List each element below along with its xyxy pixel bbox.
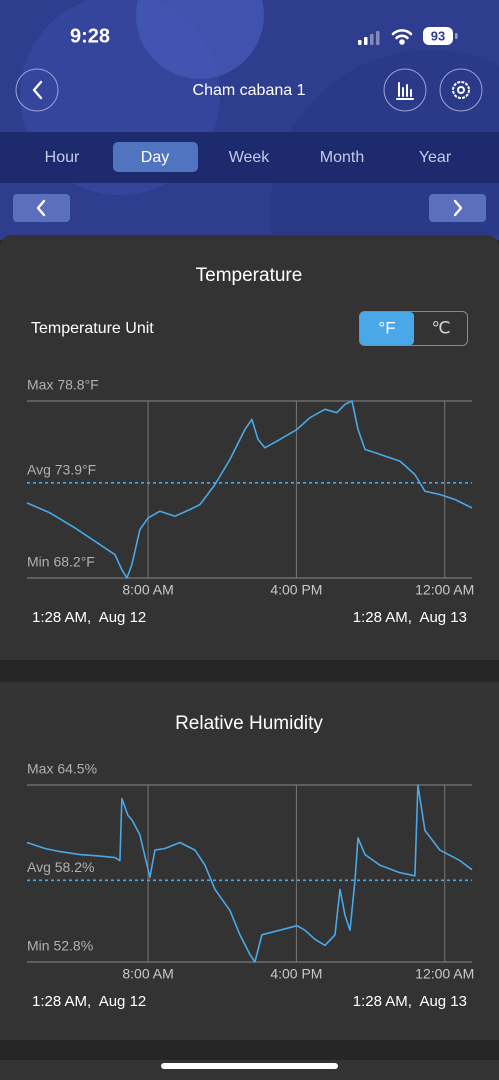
chart-title: Relative Humidity	[175, 713, 323, 734]
tab-selected[interactable]	[113, 142, 198, 172]
average-label: Avg 58.2%	[27, 859, 94, 875]
tab-label[interactable]: Hour	[45, 149, 80, 166]
tab-label[interactable]: Week	[229, 149, 271, 166]
prev-icon	[36, 199, 46, 217]
tab-label[interactable]: Year	[419, 149, 452, 166]
settings-icon	[452, 81, 470, 99]
back-button[interactable]	[15, 68, 59, 112]
battery	[423, 27, 453, 45]
next-button[interactable]	[429, 194, 486, 222]
x-tick-label: 8:00 AM	[122, 966, 173, 982]
settings-button[interactable]	[439, 68, 483, 112]
data-line	[26, 784, 473, 963]
unit-label: Temperature Unit	[31, 320, 154, 337]
tab-bar	[0, 132, 499, 183]
unit-option[interactable]: ℃	[431, 318, 450, 337]
x-tick-label: 8:00 AM	[122, 582, 173, 598]
wifi-icon	[391, 29, 413, 45]
tab-label[interactable]: Month	[320, 149, 364, 166]
battery-level: 93	[431, 28, 445, 43]
average-label: Avg 73.9°F	[27, 462, 96, 478]
x-tick-label: 12:00 AM	[415, 966, 474, 982]
header-title: Cham cabana 1	[193, 82, 306, 99]
signal-icon	[358, 31, 380, 45]
status-time: 9:28	[70, 25, 110, 47]
unit-option[interactable]: °F	[378, 318, 395, 337]
end-label: 1:28 AM, Aug 13	[353, 609, 467, 626]
next-icon	[453, 199, 463, 217]
unit-toggle	[359, 311, 468, 346]
stats-icon	[396, 82, 414, 100]
decor-circle	[136, 0, 264, 79]
start-label: 1:28 AM, Aug 12	[32, 993, 146, 1010]
home-indicator	[161, 1063, 338, 1069]
back-icon	[32, 80, 43, 100]
data-line	[26, 400, 473, 579]
unit-selected[interactable]	[360, 312, 414, 345]
stats-button[interactable]	[383, 68, 427, 112]
battery-tip	[455, 33, 458, 39]
tab-label[interactable]: Day	[141, 149, 169, 166]
x-tick-label: 4:00 PM	[270, 582, 322, 598]
end-label: 1:28 AM, Aug 13	[353, 993, 467, 1010]
chart-title: Temperature	[196, 265, 303, 286]
y-tick-label: Max 78.8°F	[27, 377, 99, 393]
y-tick-label: Max 64.5%	[27, 761, 97, 777]
y-tick-label: Min 68.2°F	[27, 554, 95, 570]
y-tick-label: Min 52.8%	[27, 938, 93, 954]
bottom-card	[0, 1060, 499, 1080]
start-label: 1:28 AM, Aug 12	[32, 609, 146, 626]
x-tick-label: 4:00 PM	[270, 966, 322, 982]
x-tick-label: 12:00 AM	[415, 582, 474, 598]
prev-button[interactable]	[13, 194, 70, 222]
